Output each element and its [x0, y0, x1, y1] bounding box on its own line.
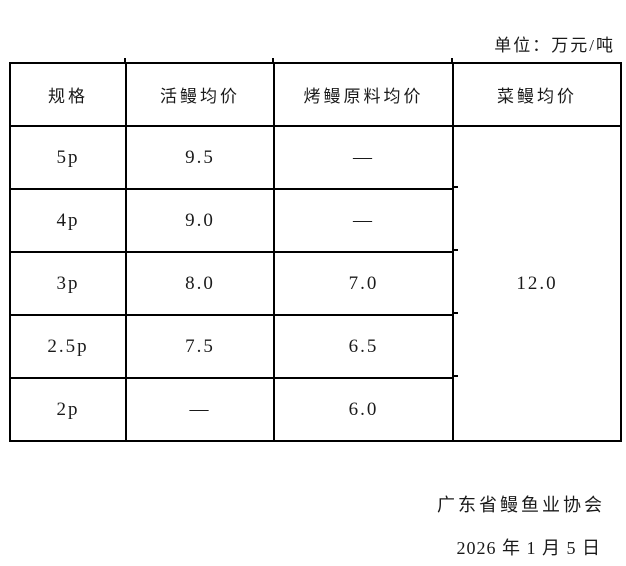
border-tick — [452, 186, 458, 188]
col-header-roast-price: 烤鳗原料均价 — [273, 62, 454, 127]
col-header-cai-price: 菜鳗均价 — [452, 62, 622, 127]
cell-roast-price: 6.0 — [273, 377, 454, 442]
footer-date: 2026 年 1 月 5 日 — [456, 538, 601, 558]
table-row: 4p 9.0 — — [9, 188, 621, 253]
cell-live-price: — — [125, 377, 275, 442]
border-tick — [451, 58, 453, 62]
border-tick — [452, 375, 458, 377]
border-tick — [272, 58, 274, 62]
col-header-live-price: 活鳗均价 — [125, 62, 275, 127]
cell-roast-price: 6.5 — [273, 314, 454, 379]
border-tick — [452, 312, 458, 314]
cell-spec: 2p — [9, 377, 127, 442]
cell-live-price: 7.5 — [125, 314, 275, 379]
cell-spec: 5p — [9, 125, 127, 190]
cell-roast-price: — — [273, 188, 454, 253]
table-row: 3p 8.0 7.0 — [9, 251, 621, 316]
cell-spec: 3p — [9, 251, 127, 316]
border-tick — [452, 249, 458, 251]
table-row: 5p 9.5 — 12.0 — [9, 125, 622, 442]
table-row: 2p — 6.0 — [9, 377, 621, 442]
eel-price-table: 规格 活鳗均价 烤鳗原料均价 菜鳗均价 5p 9.5 — 12.0 4p 9.0… — [9, 62, 622, 442]
cell-live-price: 9.0 — [125, 188, 275, 253]
cell-cai-price-merged: 12.0 — [452, 125, 622, 442]
table-header-row: 规格 活鳗均价 烤鳗原料均价 菜鳗均价 — [9, 62, 622, 127]
cell-roast-price: — — [273, 125, 454, 190]
cell-spec: 2.5p — [9, 314, 127, 379]
cell-spec: 4p — [9, 188, 127, 253]
col-header-spec: 规格 — [9, 62, 127, 127]
footer-organization: 广东省鳗鱼业协会 — [437, 495, 605, 515]
border-tick — [124, 58, 126, 62]
cell-live-price: 8.0 — [125, 251, 275, 316]
table-row: 2.5p 7.5 6.5 — [9, 314, 621, 379]
cell-live-price: 9.5 — [125, 125, 275, 190]
unit-label: 单位：万元/吨 — [494, 36, 615, 55]
cell-roast-price: 7.0 — [273, 251, 454, 316]
